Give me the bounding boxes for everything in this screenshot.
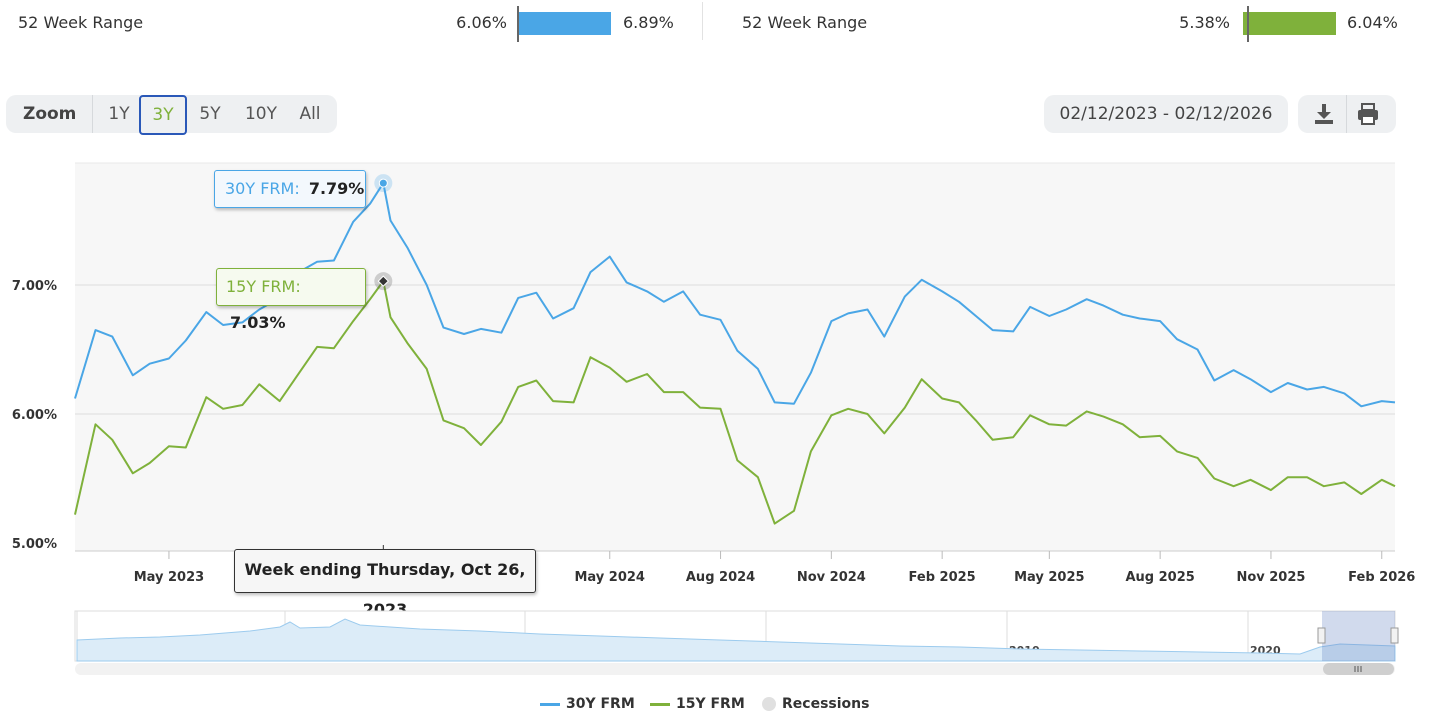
x-tick-label: Nov 2025: [1236, 570, 1305, 585]
print-icon[interactable]: [1354, 100, 1382, 128]
y-tick-label: 7.00%: [12, 279, 57, 294]
y-tick-label: 5.00%: [12, 537, 57, 552]
right-range-marker: [1247, 6, 1249, 42]
range-divider: [702, 2, 703, 40]
right-range-label: 52 Week Range: [742, 13, 868, 32]
scrollbar-grip-icon: [1354, 666, 1362, 672]
legend-15y-swatch: [650, 702, 670, 706]
zoom-label: Zoom: [23, 104, 77, 124]
export-tools: [1298, 95, 1396, 133]
zoom-separator: [92, 95, 93, 133]
navigator-selection[interactable]: [1322, 611, 1395, 661]
tooltip-15y-label: 15Y FRM:: [226, 277, 301, 296]
left-range-high: 6.89%: [623, 13, 674, 32]
x-tick-label: May 2025: [1014, 570, 1085, 585]
x-tick-label: Feb 2025: [909, 570, 976, 585]
right-range-bar: [1243, 12, 1336, 35]
y-tick-label: 6.00%: [12, 408, 57, 423]
zoom-3y-button[interactable]: 3Y: [139, 95, 187, 135]
tooltip-15y: 15Y FRM: 7.03%: [216, 268, 366, 332]
navigator-series: [76, 618, 1396, 662]
tooltip-date: Week ending Thursday, Oct 26, 2023: [234, 549, 536, 619]
date-range-input[interactable]: 02/12/2023 - 02/12/2026: [1044, 95, 1288, 133]
left-range-bar: [519, 12, 611, 35]
navigator-scrollbar-track[interactable]: [75, 663, 1395, 675]
zoom-1y-button[interactable]: 1Y: [108, 104, 130, 124]
x-tick-label: May 2023: [134, 570, 205, 585]
x-tick-label: Aug 2024: [686, 570, 755, 585]
download-icon[interactable]: [1310, 100, 1338, 128]
tooltip-30y: 30Y FRM: 7.79%: [214, 170, 366, 208]
hover-point-15y: [377, 275, 390, 287]
x-tick-label: May 2024: [574, 570, 645, 585]
tools-separator: [1346, 95, 1347, 133]
legend-recessions-swatch: [762, 697, 776, 711]
hover-markers: [374, 174, 393, 551]
right-range-high: 6.04%: [1347, 13, 1398, 32]
right-range-low: 5.38%: [1179, 13, 1230, 32]
x-tick-label: Nov 2024: [797, 570, 866, 585]
hover-point-30y: [378, 178, 388, 188]
legend-recessions-label: Recessions: [782, 696, 870, 712]
left-range-label: 52 Week Range: [18, 13, 144, 32]
legend-15y-label: 15Y FRM: [676, 696, 745, 712]
series-15y-line: [74, 280, 1396, 525]
zoom-all-button[interactable]: All: [299, 104, 321, 124]
legend-30y[interactable]: 30Y FRM: [540, 696, 635, 712]
plot-background: [75, 162, 1395, 551]
left-range-marker: [517, 6, 519, 42]
tooltip-30y-value: 7.79%: [308, 179, 365, 198]
legend-30y-swatch: [540, 702, 560, 706]
navigator-right-handle[interactable]: [1390, 627, 1399, 644]
x-tick-label: Aug 2025: [1125, 570, 1194, 585]
legend-30y-label: 30Y FRM: [566, 696, 635, 712]
zoom-5y-button[interactable]: 5Y: [199, 104, 221, 124]
y-axis: 5.00% 6.00% 7.00%: [12, 279, 57, 552]
legend-recessions[interactable]: Recessions: [762, 696, 869, 712]
tooltip-30y-label: 30Y FRM:: [225, 179, 300, 198]
tooltip-15y-value: 7.03%: [230, 313, 286, 332]
navigator-left-handle[interactable]: [1317, 627, 1326, 644]
legend-15y[interactable]: 15Y FRM: [650, 696, 745, 712]
zoom-10y-button[interactable]: 10Y: [244, 104, 278, 124]
left-range-low: 6.06%: [456, 13, 507, 32]
x-tick-label: Feb 2026: [1348, 570, 1415, 585]
